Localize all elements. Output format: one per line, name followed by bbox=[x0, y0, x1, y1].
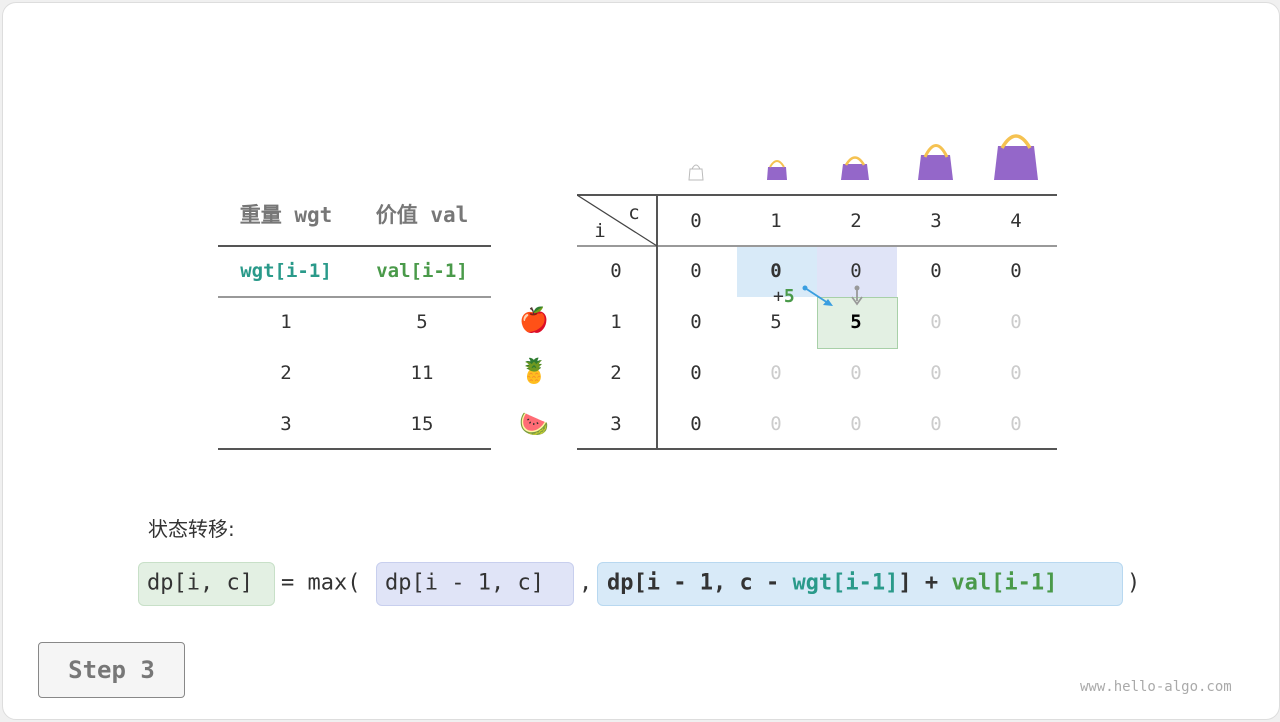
bag-icon bbox=[841, 156, 869, 180]
pineapple-icon: 🍍 bbox=[519, 357, 549, 385]
formula-close: ) bbox=[1127, 570, 1141, 596]
divider bbox=[218, 245, 491, 247]
bag-icon bbox=[994, 134, 1038, 180]
dp-cell: 0 bbox=[690, 362, 702, 384]
watermark: www.hello-algo.com bbox=[1080, 679, 1232, 695]
formula-lhs: dp[i, c] bbox=[147, 570, 253, 596]
subheader-wgt: wgt[i-1] bbox=[240, 260, 332, 282]
dp-cell: 0 bbox=[850, 260, 862, 282]
subheader-val: val[i-1] bbox=[376, 260, 468, 282]
row-header: 3 bbox=[610, 413, 622, 435]
capacity-header: 0 bbox=[690, 210, 702, 232]
opt2-val: val[i-1] bbox=[951, 570, 1058, 596]
bag-icon bbox=[918, 144, 953, 180]
transition-arrows bbox=[802, 285, 863, 306]
down-arrow-icon bbox=[851, 285, 863, 306]
dp-cell: 0 bbox=[930, 413, 942, 435]
item-weight: 1 bbox=[280, 311, 292, 333]
dp-cell: 0 bbox=[1010, 311, 1022, 333]
dp-cell: 0 bbox=[930, 362, 942, 384]
dp-cell: 5 bbox=[770, 311, 782, 333]
opt2-box bbox=[597, 562, 1123, 606]
divider bbox=[577, 245, 1057, 247]
item-value: 5 bbox=[416, 311, 428, 333]
dp-cell: 0 bbox=[850, 413, 862, 435]
divider bbox=[218, 296, 491, 298]
capacity-header: 3 bbox=[930, 210, 942, 232]
value-gain-label: +5 bbox=[773, 286, 795, 307]
divider bbox=[218, 448, 491, 450]
opt2-part: ] + bbox=[898, 570, 952, 596]
divider bbox=[577, 194, 1057, 196]
formula-comma: , bbox=[579, 570, 593, 596]
watermelon-icon: 🍉 bbox=[519, 410, 549, 438]
header-val: 价值 val bbox=[375, 203, 469, 227]
lhs-box bbox=[138, 562, 275, 606]
dp-cell: 0 bbox=[690, 413, 702, 435]
apple-icon: 🍎 bbox=[519, 306, 549, 334]
dp-cell: 0 bbox=[770, 260, 782, 282]
bag-icon bbox=[767, 160, 787, 180]
item-axis-label: i bbox=[594, 220, 606, 242]
dp-cell: 5 bbox=[850, 311, 862, 333]
item-weight: 2 bbox=[280, 362, 292, 384]
row-header: 2 bbox=[610, 362, 622, 384]
capacity-header: 4 bbox=[1010, 210, 1022, 232]
step-button[interactable]: Step 3 bbox=[38, 642, 185, 698]
header-wgt: 重量 wgt bbox=[239, 203, 333, 227]
opt2-part: dp[i - 1, c - bbox=[607, 570, 793, 596]
item-value: 11 bbox=[410, 362, 434, 384]
item-weight: 3 bbox=[280, 413, 292, 435]
plus-sign: + bbox=[773, 286, 784, 307]
capacity-header: 1 bbox=[770, 210, 782, 232]
opt2-wgt: wgt[i-1] bbox=[792, 570, 899, 596]
dp-cell: 0 bbox=[850, 362, 862, 384]
corner-diagonal bbox=[577, 195, 657, 247]
opt1-box bbox=[376, 562, 574, 606]
formula-option-2: dp[i - 1, c - wgt[i-1]] + val[i-1] bbox=[607, 571, 1057, 596]
divider bbox=[577, 448, 1057, 450]
dp-cell: 0 bbox=[930, 311, 942, 333]
row-header: 1 bbox=[610, 311, 622, 333]
gain-value: 5 bbox=[783, 286, 795, 307]
divider bbox=[656, 195, 658, 449]
formula-max: = max( bbox=[281, 570, 361, 596]
capacity-axis-label: c bbox=[628, 202, 640, 224]
bag-icons bbox=[688, 134, 1038, 181]
dp-cell: 0 bbox=[930, 260, 942, 282]
formula-option-1: dp[i - 1, c] bbox=[385, 570, 544, 596]
dp-cell: 0 bbox=[1010, 413, 1022, 435]
dp-cell: 0 bbox=[690, 260, 702, 282]
dp-cell: 0 bbox=[1010, 260, 1022, 282]
row-header: 0 bbox=[610, 260, 622, 282]
dp-cell: 0 bbox=[690, 311, 702, 333]
empty-bag-icon bbox=[688, 164, 704, 181]
dp-cell: 0 bbox=[770, 413, 782, 435]
capacity-header: 2 bbox=[850, 210, 862, 232]
transition-label: 状态转移: bbox=[148, 517, 235, 541]
diag-arrow-icon bbox=[802, 285, 833, 306]
dp-cell: 0 bbox=[1010, 362, 1022, 384]
dp-cell: 0 bbox=[770, 362, 782, 384]
item-value: 15 bbox=[410, 413, 434, 435]
